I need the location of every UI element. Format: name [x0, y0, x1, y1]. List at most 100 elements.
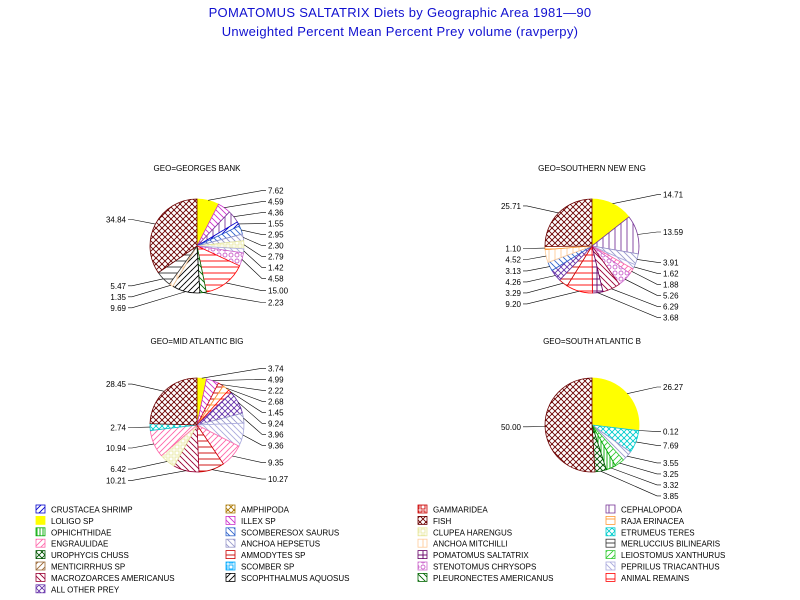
- leader-line: [241, 229, 266, 235]
- legend-swatch: [225, 516, 236, 525]
- slice-label-stenotomus-chrysops: 5.26: [663, 291, 679, 300]
- leader-line: [128, 284, 172, 298]
- legend-item-menticirrhus-sp: MENTICIRRHUS SP: [35, 561, 125, 572]
- legend-swatch: [417, 538, 428, 548]
- legend-swatch: [225, 504, 236, 514]
- legend-label: CEPHALOPODA: [621, 506, 683, 515]
- slice-label-pleuronectes-americanus: 2.23: [268, 299, 284, 308]
- legend-label: ANIMAL REMAINS: [621, 574, 689, 583]
- legend-swatch: [417, 516, 428, 525]
- legend-label: SCOMBER SP: [241, 563, 294, 572]
- legend-swatch: [605, 504, 616, 514]
- slice-label-etrumeus-teres: 7.69: [663, 441, 679, 450]
- slice-label-ammodytes-sp: 10.27: [268, 475, 289, 484]
- legend-swatch: [605, 516, 616, 525]
- pie-geo-south-atlantic-b: GEO=SOUTH ATLANTIC B 26.27 0.12 7.69 3.55 3.2…: [501, 337, 684, 501]
- slice-label-anchoa-hepsetus: 2.30: [268, 242, 284, 251]
- pie-title: GEO=GEORGES BANK: [154, 164, 242, 173]
- legend-item-cephalopoda: CEPHALOPODA: [605, 504, 683, 515]
- pie-slice-fish: [149, 377, 198, 426]
- legend-label: OPHICHTHIDAE: [51, 528, 111, 537]
- legend-swatch: [35, 584, 46, 594]
- legend-item-crustacea-shrimp: CRUSTACEA SHRIMP: [35, 504, 133, 515]
- slice-label-engraulidae: 9.35: [268, 459, 284, 468]
- legend-label: SCOMBERESOX SAURUS: [241, 528, 339, 537]
- legend-item-ophichthidae: OPHICHTHIDAE: [35, 527, 111, 537]
- pie-title: GEO=MID ATLANTIC BIG: [151, 337, 244, 346]
- slice-label-engraulidae: 1.88: [663, 280, 679, 289]
- slice-label-raja-erinacea: 1.10: [505, 245, 521, 254]
- leader-line: [636, 259, 661, 263]
- legend-label: PLEURONECTES AMERICANUS: [433, 574, 553, 583]
- legend-label: CLUPEA HARENGUS: [433, 528, 512, 537]
- leader-line: [625, 279, 661, 296]
- slice-label-ammodytes-sp: 3.29: [505, 289, 521, 298]
- slice-label-etrumeus-teres: 2.74: [110, 424, 126, 433]
- legend-swatch: [417, 573, 428, 582]
- legend-item-leiostomus-xanthurus: LEIOSTOMUS XANTHURUS: [605, 550, 725, 560]
- leader-line: [627, 455, 661, 464]
- legend-label: SCOPHTHALMUS AQUOSUS: [241, 574, 349, 583]
- legend: CRUSTACEA SHRIMP AMPHIPODA GAMMARIDEA CEPHA…: [35, 504, 725, 594]
- legend-label: ILLEX SP: [241, 517, 276, 526]
- chart-title: POMATOMUS SALTATRIX Diets by Geographic …: [208, 5, 592, 20]
- legend-swatch: [605, 538, 616, 548]
- legend-item-urophycis-chuss: UROPHYCIS CHUSS: [35, 550, 129, 560]
- legend-label: STENOTOMUS CHRYSOPS: [433, 563, 536, 572]
- leader-line: [128, 470, 187, 481]
- slice-label-illex-sp: 4.99: [268, 375, 284, 384]
- legend-swatch: [225, 527, 236, 537]
- slice-label-clupea-harengus: 2.79: [268, 253, 284, 262]
- legend-swatch: [417, 527, 428, 537]
- leader-line: [610, 467, 661, 486]
- leader-line: [224, 201, 266, 208]
- legend-label: AMPHIPODA: [241, 506, 290, 515]
- leader-line: [128, 443, 155, 449]
- legend-label: GAMMARIDEA: [433, 506, 488, 515]
- leader-line: [226, 282, 266, 292]
- slice-label-scomberesox-saurus: 2.95: [268, 231, 284, 240]
- legend-item-scophthalmus-aquosus: SCOPHTHALMUS AQUOSUS: [225, 573, 349, 583]
- legend-label: LEIOSTOMUS XANTHURUS: [621, 551, 725, 560]
- legend-label: FISH: [433, 517, 451, 526]
- slice-label-illex-sp: 4.59: [268, 198, 284, 207]
- legend-swatch: [605, 550, 616, 559]
- legend-item-clupea-harengus: CLUPEA HARENGUS: [417, 527, 512, 537]
- leader-line: [243, 250, 266, 268]
- legend-label: RAJA ERINACEA: [621, 517, 685, 526]
- pie-charts: GEO=GEORGES BANK 7.62 4.59 4.36 1.55 2.95 2.30…: [106, 164, 684, 501]
- legend-swatch: [35, 561, 46, 571]
- legend-swatch: [35, 527, 46, 537]
- leader-line: [523, 275, 556, 283]
- legend-swatch: [35, 538, 46, 548]
- legend-item-pomatomus-saltatrix: POMATOMUS SALTATRIX: [417, 550, 529, 560]
- legend-label: ETRUMEUS TERES: [621, 528, 695, 537]
- legend-item-engraulidae: ENGRAULIDAE: [35, 538, 108, 549]
- legend-item-animal-remains: ANIMAL REMAINS: [605, 573, 689, 583]
- leader-line: [128, 461, 168, 470]
- slice-label-macrozoarces-americanus: 10.21: [106, 476, 127, 485]
- slice-label-scomberesox-saurus: 3.13: [505, 267, 521, 276]
- leader-line: [523, 282, 564, 294]
- legend-item-anchoa-mitchilli: ANCHOA MITCHILLI: [417, 538, 508, 549]
- legend-item-scomber-sp: SCOMBER SP: [225, 561, 294, 572]
- leader-line: [128, 219, 156, 225]
- legend-swatch: [417, 561, 428, 571]
- slice-label-pomatomus-saltatrix: 3.68: [663, 313, 679, 322]
- legend-item-anchoa-hepsetus: ANCHOA HEPSETUS: [225, 538, 320, 549]
- leader-line: [220, 384, 266, 391]
- legend-item-scomberesox-saurus: SCOMBERESOX SAURUS: [225, 527, 339, 537]
- slice-label-ophichthidae: 3.32: [663, 481, 679, 490]
- pie-geo-mid-atlantic-big: GEO=MID ATLANTIC BIG 3.74 4.99 2.22 2.68 1.45…: [106, 337, 289, 485]
- slice-label-loligo-sp: 7.62: [268, 187, 284, 196]
- legend-label: AMMODYTES SP: [241, 551, 305, 560]
- leader-line: [243, 417, 266, 435]
- leader-line: [229, 391, 266, 413]
- leader-line: [523, 255, 547, 260]
- legend-item-peprilus-triacanthus: PEPRILUS TRIACANTHUS: [605, 561, 720, 572]
- slice-label-fish: 50.00: [501, 423, 522, 432]
- legend-swatch: [605, 561, 616, 571]
- slice-label-urophycis-chuss: 3.85: [663, 492, 679, 501]
- legend-label: POMATOMUS SALTATRIX: [433, 551, 529, 560]
